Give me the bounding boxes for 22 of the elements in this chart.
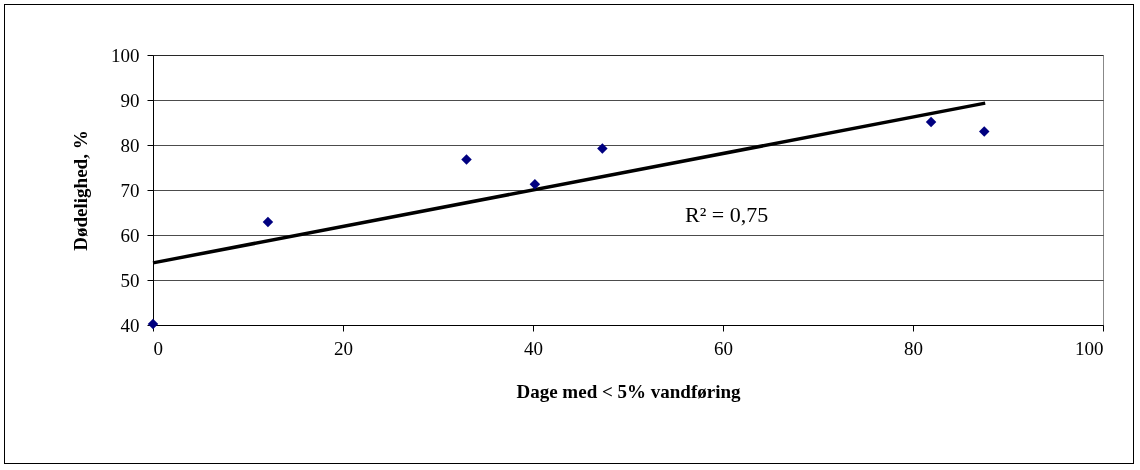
y-tick-label: 70 <box>120 179 140 201</box>
y-axis-title: Dødelighed, % <box>70 130 91 251</box>
y-tick-label: 90 <box>120 89 140 111</box>
annotation: R² = 0,75 <box>685 202 769 228</box>
x-tick-label: 80 <box>904 337 923 359</box>
point <box>461 154 472 165</box>
x-tick-label: 60 <box>714 337 733 359</box>
point <box>597 143 608 154</box>
y-tick-label: 100 <box>111 44 140 66</box>
y-tick-label: 50 <box>120 269 140 291</box>
x-axis-title: Dage med < 5% vandføring <box>516 380 742 402</box>
x-tick-label: 40 <box>524 337 543 359</box>
y-tick-label: 60 <box>120 224 140 246</box>
x-tick-label: 0 <box>153 337 163 359</box>
y-tick-label: 80 <box>120 134 140 156</box>
point <box>979 126 990 137</box>
x-tick-label: 100 <box>1075 337 1104 359</box>
point <box>925 116 937 128</box>
x-tick-label: 20 <box>334 337 353 359</box>
y-tick-label: 40 <box>120 314 140 336</box>
point <box>262 216 274 228</box>
point <box>529 178 541 190</box>
